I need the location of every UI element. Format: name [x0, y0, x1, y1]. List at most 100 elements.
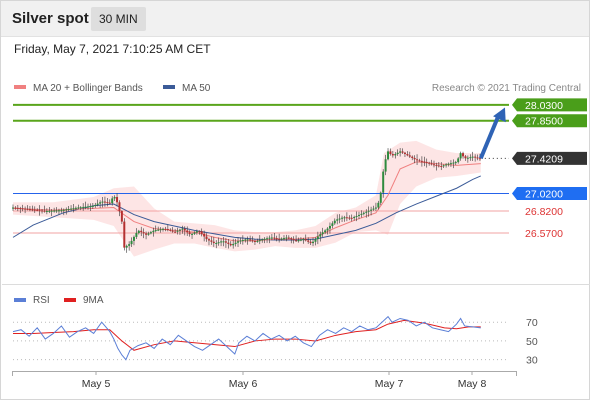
candle-body — [345, 217, 348, 219]
credit-text: Research © 2021 Trading Central — [432, 83, 581, 94]
candle-body — [253, 240, 256, 242]
rsi-level-label: 50 — [526, 336, 538, 348]
candle-body — [471, 156, 474, 158]
candle-body — [246, 239, 249, 241]
candle-body — [357, 214, 360, 216]
candle-body — [321, 232, 324, 235]
candle-body — [268, 237, 271, 239]
candle-body — [33, 209, 36, 211]
candle-body — [118, 202, 121, 212]
candle-body — [70, 208, 73, 210]
bollinger-band — [13, 140, 481, 257]
candle-body — [459, 153, 462, 159]
candle-body — [125, 245, 128, 248]
candle-body — [263, 238, 266, 240]
legend-swatch — [14, 298, 26, 302]
candle-body — [297, 240, 300, 242]
candle-body — [420, 160, 423, 162]
candle-body — [217, 242, 220, 244]
candle-body — [176, 230, 179, 232]
legend-label: 9MA — [83, 295, 104, 306]
candle-body — [96, 203, 99, 205]
candle-body — [401, 151, 404, 153]
candle-body — [45, 210, 48, 212]
candle-body — [132, 236, 135, 241]
candle-body — [353, 217, 356, 219]
candle-body — [135, 232, 138, 237]
candle-body — [178, 229, 181, 231]
timeframe-button[interactable]: 30 MIN — [91, 7, 146, 31]
candle-body — [377, 202, 380, 208]
candle-body — [166, 229, 169, 231]
candle-body — [220, 241, 223, 243]
candle-body — [292, 239, 295, 241]
candle-body — [423, 161, 426, 163]
candle-body — [341, 217, 344, 219]
candle-body — [137, 230, 140, 233]
candle-body — [234, 242, 237, 244]
candle-body — [447, 163, 450, 165]
candle-body — [65, 209, 68, 211]
candle-body — [19, 208, 22, 210]
candle-body — [462, 153, 465, 157]
candle-body — [21, 208, 24, 210]
candle-body — [408, 155, 411, 157]
candle-body — [130, 240, 133, 245]
candle-body — [162, 228, 165, 230]
candle-body — [384, 159, 387, 172]
legend-swatch — [163, 85, 175, 89]
candle-body — [270, 237, 273, 239]
candle-body — [120, 211, 123, 222]
candle-body — [99, 202, 102, 204]
candle-body — [466, 157, 469, 159]
candle-body — [157, 229, 160, 231]
candle-body — [212, 241, 215, 244]
candle-body — [244, 239, 247, 241]
candle-body — [152, 230, 155, 233]
candle-body — [476, 157, 479, 159]
candle-body — [87, 206, 90, 208]
candle-body — [113, 197, 116, 199]
candle-body — [84, 206, 87, 208]
candle-body — [41, 210, 44, 212]
forecast-arrow-head — [493, 107, 506, 123]
candle-body — [116, 197, 119, 203]
candle-body — [195, 231, 198, 233]
candle-body — [445, 164, 448, 166]
candle-body — [319, 234, 322, 237]
candle-body — [435, 164, 438, 166]
candle-body — [205, 236, 208, 240]
candle-body — [215, 242, 218, 244]
candle-body — [379, 192, 382, 203]
candle-body — [12, 207, 14, 209]
ma20-line — [12, 161, 481, 242]
rsi-line — [12, 315, 481, 361]
candle-body — [348, 217, 351, 219]
candle-body — [464, 156, 467, 159]
candle-body — [307, 240, 310, 242]
x-tick-label: May 5 — [82, 378, 111, 390]
timestamp: Friday, May 7, 2021 7:10:25 AM CET — [14, 42, 211, 56]
candle-body — [186, 230, 189, 233]
candle-body — [336, 219, 339, 221]
candle-body — [106, 202, 109, 204]
candle-body — [290, 238, 293, 240]
candle-body — [237, 241, 240, 243]
candle-body — [203, 233, 206, 237]
candle-body — [396, 152, 399, 155]
candle-body — [128, 244, 131, 246]
candle-body — [275, 238, 278, 240]
candle-body — [16, 207, 19, 209]
level-badge-pivot — [512, 187, 587, 201]
candle-body — [159, 229, 162, 231]
header-bar: Silver spot 30 MIN — [1, 1, 589, 37]
candle-body — [198, 231, 201, 233]
candle-body — [145, 233, 148, 235]
candles-group — [12, 147, 481, 253]
level-label-support: 26.5700 — [525, 228, 563, 240]
candle-body — [365, 211, 368, 213]
rsi-level-label: 70 — [526, 317, 538, 329]
rsi-ma9-line — [13, 319, 481, 351]
